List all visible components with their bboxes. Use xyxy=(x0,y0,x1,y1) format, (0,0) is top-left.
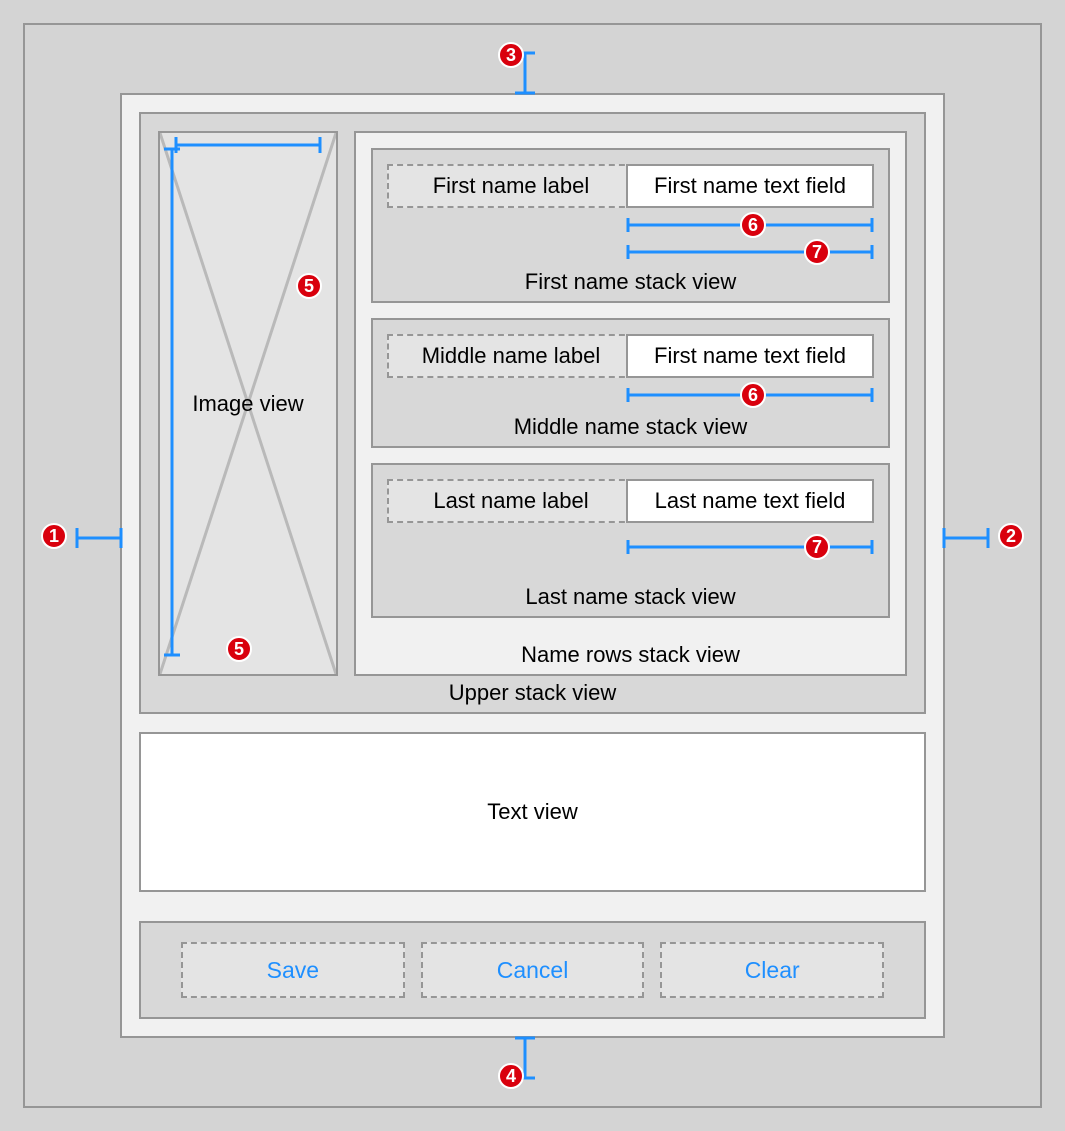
last-name-stack-view: Last name label Last name text field 7 L… xyxy=(371,463,890,618)
name-rows-stack-caption: Name rows stack view xyxy=(356,642,905,668)
first-name-text-field[interactable]: First name text field xyxy=(626,164,874,208)
badge-7-last-text: 7 xyxy=(812,537,822,558)
badge-4: 4 xyxy=(498,1063,524,1089)
last-name-stack-caption: Last name stack view xyxy=(373,584,888,610)
canvas-frame: 3 4 1 2 Image view xyxy=(23,23,1042,1108)
middle-name-label: Middle name label xyxy=(387,334,635,378)
constraint-first-7-icon xyxy=(626,242,874,262)
last-name-label: Last name label xyxy=(387,479,635,523)
badge-7-last: 7 xyxy=(804,534,830,560)
save-button-label: Save xyxy=(267,957,319,984)
badge-5-width-text: 5 xyxy=(234,639,244,660)
badge-6-middle: 6 xyxy=(740,382,766,408)
middle-name-stack-view: Middle name label First name text field … xyxy=(371,318,890,448)
image-view-label: Image view xyxy=(160,391,336,417)
badge-3: 3 xyxy=(498,42,524,68)
button-stack-view: Save Cancel Clear xyxy=(139,921,926,1019)
badge-1-text: 1 xyxy=(49,526,59,547)
constraint-left-icon xyxy=(75,523,123,553)
badge-1: 1 xyxy=(41,523,67,549)
badge-5-height: 5 xyxy=(296,273,322,299)
badge-2-text: 2 xyxy=(1006,526,1016,547)
last-name-text-field[interactable]: Last name text field xyxy=(626,479,874,523)
first-name-stack-caption: First name stack view xyxy=(373,269,888,295)
constraint-last-7-icon xyxy=(626,537,874,557)
upper-stack-view: Image view 5 5 Fir xyxy=(139,112,926,714)
first-name-stack-view: First name label First name text field 6 xyxy=(371,148,890,303)
badge-6-middle-text: 6 xyxy=(748,385,758,406)
cancel-button-label: Cancel xyxy=(497,957,569,984)
clear-button-label: Clear xyxy=(745,957,800,984)
middle-name-text-field[interactable]: First name text field xyxy=(626,334,874,378)
badge-7-first: 7 xyxy=(804,239,830,265)
root-stack-view: Image view 5 5 Fir xyxy=(120,93,945,1038)
badge-5-height-text: 5 xyxy=(304,276,314,297)
cancel-button[interactable]: Cancel xyxy=(421,942,645,998)
badge-7-first-text: 7 xyxy=(812,242,822,263)
text-view[interactable]: Text view xyxy=(139,732,926,892)
constraint-right-icon xyxy=(942,523,990,553)
badge-6-first-text: 6 xyxy=(748,215,758,236)
save-button[interactable]: Save xyxy=(181,942,405,998)
badge-3-text: 3 xyxy=(506,45,516,66)
clear-button[interactable]: Clear xyxy=(660,942,884,998)
name-rows-stack-view: First name label First name text field 6 xyxy=(354,131,907,676)
badge-2: 2 xyxy=(998,523,1024,549)
middle-name-stack-caption: Middle name stack view xyxy=(373,414,888,440)
badge-5-width: 5 xyxy=(226,636,252,662)
badge-6-first: 6 xyxy=(740,212,766,238)
upper-stack-caption: Upper stack view xyxy=(141,680,924,706)
first-name-label: First name label xyxy=(387,164,635,208)
text-view-label: Text view xyxy=(487,799,577,825)
image-view: Image view 5 5 xyxy=(158,131,338,676)
badge-4-text: 4 xyxy=(506,1066,516,1087)
